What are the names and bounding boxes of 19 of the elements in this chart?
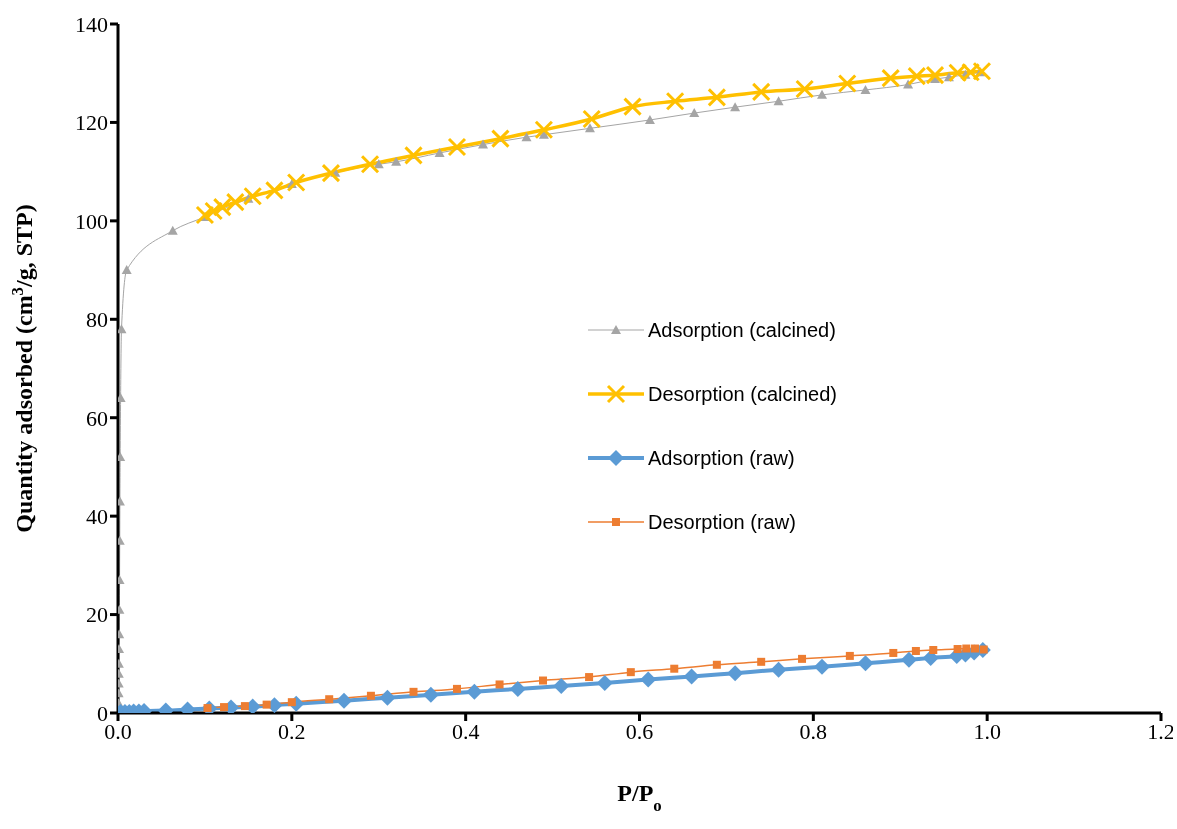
y-tick-label: 100 [75, 208, 108, 234]
x-tick-label: 0.4 [451, 718, 480, 744]
y-tick-label: 40 [86, 503, 108, 529]
legend-label: Desorption (raw) [648, 510, 796, 534]
y-tick-label: 60 [86, 405, 108, 431]
legend-label: Adsorption (calcined) [648, 318, 836, 342]
y-tick-label: 120 [75, 110, 108, 136]
x-tick-label: 1.2 [1147, 718, 1175, 744]
y-tick-label: 80 [86, 307, 108, 333]
x-axis-title: P/P$_{o}$ [617, 780, 662, 815]
y-tick-label: 140 [75, 11, 108, 37]
x-tick-label: 0.6 [625, 718, 654, 744]
y-tick-label: 20 [86, 602, 108, 628]
legend-label: Desorption (calcined) [648, 382, 837, 406]
legend-label: Adsorption (raw) [648, 446, 795, 470]
x-tick-label: 0.2 [278, 718, 306, 744]
x-tick-label: 0.8 [799, 718, 828, 744]
y-tick-label: 0 [97, 700, 108, 726]
x-tick-label: 1.0 [973, 718, 1001, 744]
